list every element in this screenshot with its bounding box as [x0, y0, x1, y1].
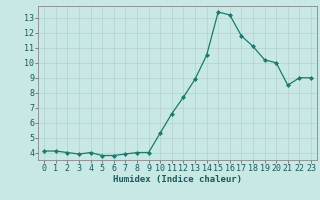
X-axis label: Humidex (Indice chaleur): Humidex (Indice chaleur): [113, 175, 242, 184]
